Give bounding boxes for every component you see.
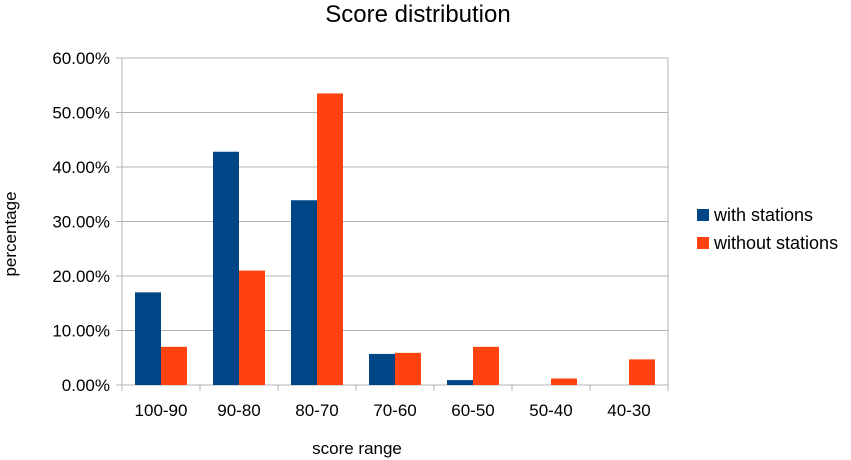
x-axis-title: score range bbox=[312, 439, 402, 458]
y-tick-label: 30.00% bbox=[52, 213, 110, 232]
x-tick-label: 100-90 bbox=[135, 401, 188, 420]
bar-without-stations bbox=[629, 359, 655, 385]
bar-with-stations bbox=[213, 151, 239, 385]
legend-swatch bbox=[697, 237, 709, 249]
x-tick-label: 50-40 bbox=[529, 401, 572, 420]
bar-with-stations bbox=[447, 380, 473, 385]
bar-without-stations bbox=[551, 378, 577, 385]
legend-label: without stations bbox=[713, 233, 838, 253]
x-tick-label: 70-60 bbox=[373, 401, 416, 420]
bar-with-stations bbox=[291, 200, 317, 385]
bar-without-stations bbox=[239, 270, 265, 385]
x-tick-label: 80-70 bbox=[295, 401, 338, 420]
chart-title: Score distribution bbox=[325, 1, 510, 28]
bar-without-stations bbox=[161, 346, 187, 385]
x-tick-label: 90-80 bbox=[217, 401, 260, 420]
y-tick-label: 20.00% bbox=[52, 267, 110, 286]
y-tick-label: 10.00% bbox=[52, 322, 110, 341]
x-tick-label: 60-50 bbox=[451, 401, 494, 420]
bar-with-stations bbox=[369, 353, 395, 385]
bars bbox=[135, 93, 655, 386]
y-tick-label: 50.00% bbox=[52, 104, 110, 123]
x-tick-label: 40-30 bbox=[607, 401, 650, 420]
bar-without-stations bbox=[473, 346, 499, 385]
y-tick-label: 40.00% bbox=[52, 158, 110, 177]
y-tick-label: 60.00% bbox=[52, 49, 110, 68]
legend: with stations without stations bbox=[697, 205, 838, 253]
bar-without-stations bbox=[317, 93, 343, 386]
legend-swatch bbox=[697, 209, 709, 221]
x-axis-ticks: 100-90 90-80 80-70 70-60 60-50 50-40 40-30 bbox=[135, 401, 651, 420]
bar-with-stations bbox=[135, 292, 161, 385]
legend-label: with stations bbox=[713, 205, 813, 225]
y-tick-label: 0.00% bbox=[62, 376, 110, 395]
bar-without-stations bbox=[395, 352, 421, 385]
y-axis-ticks: 0.00% 10.00% 20.00% 30.00% 40.00% 50.00% 60.00… bbox=[52, 49, 110, 395]
grid-lines bbox=[116, 57, 669, 391]
y-axis-title: percentage bbox=[1, 191, 20, 276]
